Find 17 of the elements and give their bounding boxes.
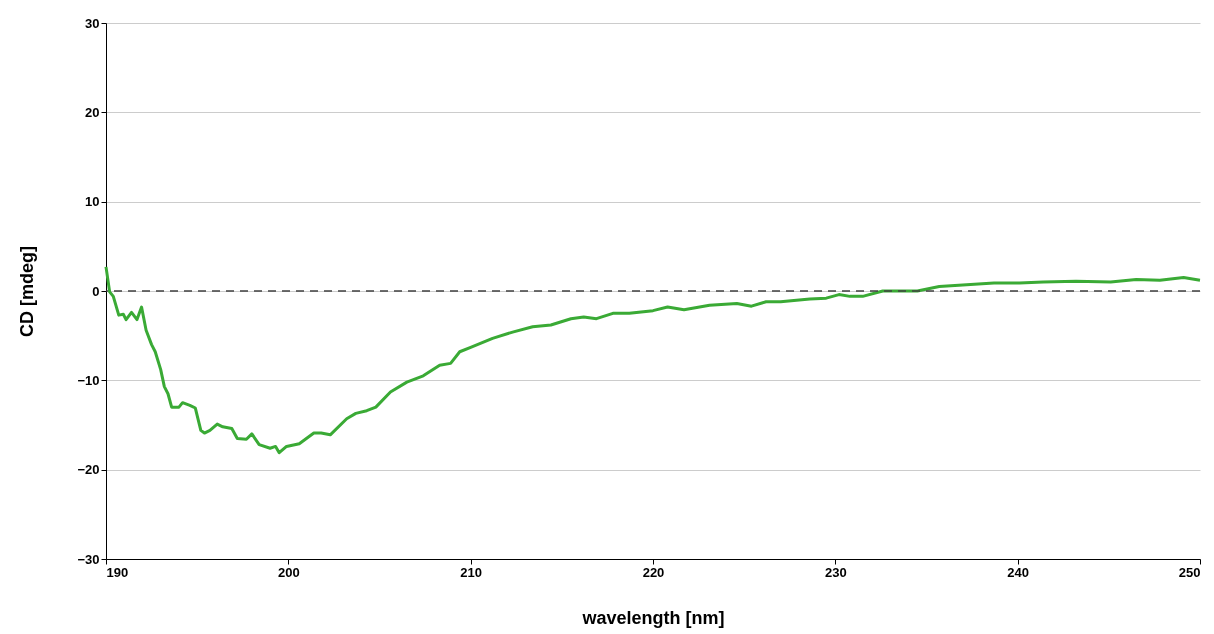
y-tick-label: 20: [85, 104, 100, 120]
y-tick-label: −10: [77, 372, 100, 388]
x-tick-label: 250: [1178, 564, 1201, 580]
x-tick-label: 230: [824, 564, 847, 580]
x-tick-label: 200: [277, 564, 300, 580]
y-tick-label: 0: [92, 283, 100, 299]
y-tick-label: −20: [77, 462, 100, 478]
x-tick-label: 210: [460, 564, 483, 580]
y-tick-label: −30: [77, 551, 100, 567]
y-tick-label: 30: [85, 15, 100, 31]
line-series: [104, 265, 1202, 455]
y-axis-title: CD [mdeg]: [17, 246, 38, 337]
x-tick-label: 220: [642, 564, 665, 580]
x-tick-label: 240: [1007, 564, 1030, 580]
x-tick-label: 190: [106, 564, 129, 580]
y-tick-label: 10: [85, 194, 100, 210]
x-axis-title: wavelength [nm]: [581, 607, 725, 628]
